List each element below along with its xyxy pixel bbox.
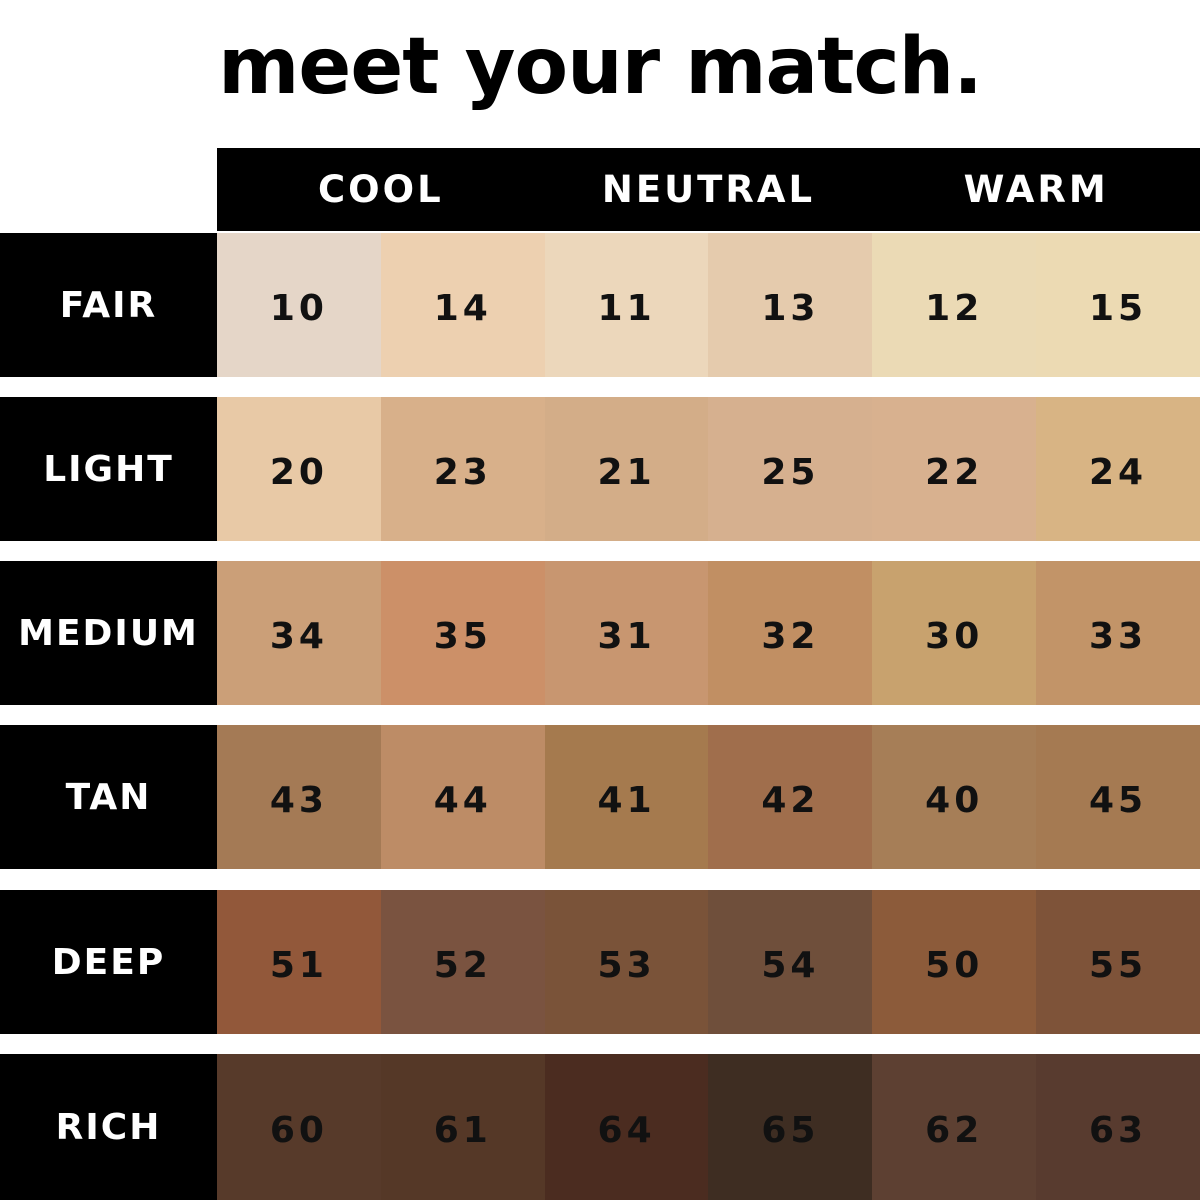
column-header-cool: COOL xyxy=(318,168,444,211)
shade-swatch: 14 xyxy=(380,233,545,377)
shade-swatch: 32 xyxy=(708,561,873,705)
column-header-neutral: NEUTRAL xyxy=(601,168,816,211)
page-title: meet your match. xyxy=(218,22,983,112)
column-header-warm: WARM xyxy=(963,168,1109,211)
shade-swatch: 43 xyxy=(217,725,381,869)
shade-swatch: 53 xyxy=(544,890,709,1034)
shade-swatch: 10 xyxy=(217,233,381,377)
shade-swatch: 30 xyxy=(872,561,1037,705)
shade-swatch: 65 xyxy=(708,1054,873,1200)
shade-swatch: 42 xyxy=(708,725,873,869)
shade-swatch: 60 xyxy=(217,1054,381,1200)
shade-swatch: 40 xyxy=(872,725,1037,869)
shade-swatch: 52 xyxy=(380,890,545,1034)
shade-swatch: 54 xyxy=(708,890,873,1034)
shade-swatch: 12 xyxy=(872,233,1037,377)
shade-swatch: 20 xyxy=(217,397,381,541)
shade-swatch: 15 xyxy=(1036,233,1200,377)
shade-swatch: 13 xyxy=(708,233,873,377)
shade-swatch: 23 xyxy=(380,397,545,541)
shade-swatch: 45 xyxy=(1036,725,1200,869)
shade-swatch: 21 xyxy=(544,397,709,541)
row-label: LIGHT xyxy=(0,397,217,541)
shade-swatch: 64 xyxy=(544,1054,709,1200)
row-label: MEDIUM xyxy=(0,561,217,705)
shade-swatch: 22 xyxy=(872,397,1037,541)
shade-swatch: 35 xyxy=(380,561,545,705)
shade-swatch: 44 xyxy=(380,725,545,869)
shade-swatch: 24 xyxy=(1036,397,1200,541)
row-label: FAIR xyxy=(0,233,217,377)
row-label: TAN xyxy=(0,725,217,869)
row-label: RICH xyxy=(0,1054,217,1200)
shade-row-fair: FAIR 10 14 11 13 12 15 xyxy=(0,233,1200,377)
shade-row-rich: RICH 60 61 64 65 62 63 xyxy=(0,1054,1200,1200)
undertone-header: COOL NEUTRAL WARM xyxy=(217,148,1200,231)
shade-swatch: 55 xyxy=(1036,890,1200,1034)
shade-swatch: 62 xyxy=(872,1054,1037,1200)
shade-row-deep: DEEP 51 52 53 54 50 55 xyxy=(0,890,1200,1034)
shade-row-light: LIGHT 20 23 21 25 22 24 xyxy=(0,397,1200,541)
shade-row-medium: MEDIUM 34 35 31 32 30 33 xyxy=(0,561,1200,705)
shade-swatch: 34 xyxy=(217,561,381,705)
shade-swatch: 61 xyxy=(380,1054,545,1200)
shade-swatch: 31 xyxy=(544,561,709,705)
shade-swatch: 50 xyxy=(872,890,1037,1034)
shade-swatch: 11 xyxy=(544,233,709,377)
shade-swatch: 51 xyxy=(217,890,381,1034)
shade-swatch: 25 xyxy=(708,397,873,541)
shade-row-tan: TAN 43 44 41 42 40 45 xyxy=(0,725,1200,869)
shade-swatch: 63 xyxy=(1036,1054,1200,1200)
shade-swatch: 33 xyxy=(1036,561,1200,705)
shade-swatch: 41 xyxy=(544,725,709,869)
row-label: DEEP xyxy=(0,890,217,1034)
